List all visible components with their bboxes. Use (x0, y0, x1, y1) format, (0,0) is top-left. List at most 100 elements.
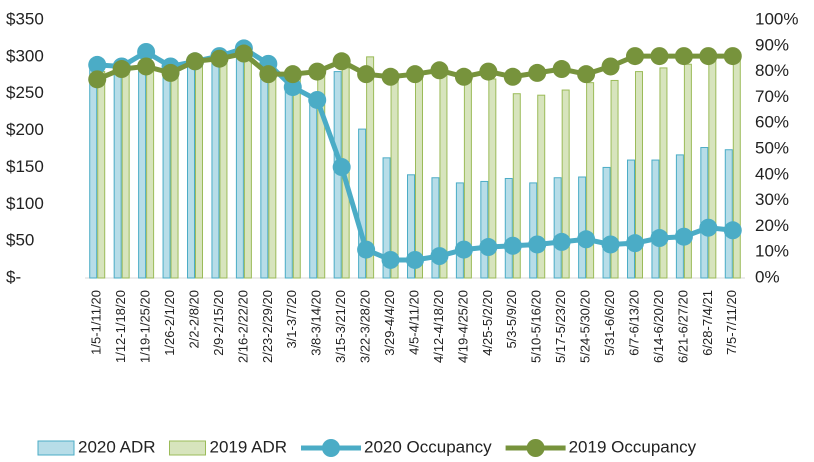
legend-label: 2020 Occupancy (364, 437, 492, 456)
x-tick-label: 2/16-2/22/20 (235, 290, 250, 363)
marker (699, 218, 718, 237)
marker (528, 235, 547, 254)
x-tick-label: 3/15-3/21/20 (333, 290, 348, 363)
x-tick-label: 3/8-3/14/20 (309, 290, 324, 356)
legend-swatch (37, 440, 75, 456)
bar (659, 67, 668, 279)
bar (651, 159, 660, 279)
marker (406, 250, 424, 269)
x-tick-label: 2/9-2/15/20 (211, 290, 226, 356)
x-tick-label: 2/23-2/29/20 (260, 290, 275, 363)
y-tick-label: $100 (6, 194, 44, 213)
bar (366, 56, 375, 279)
x-tick-label: 3/22-3/28/20 (358, 290, 373, 363)
y-tick-label: $200 (6, 120, 44, 139)
marker (137, 42, 156, 61)
marker (626, 234, 644, 253)
bar (268, 63, 277, 279)
x-tick-label: 5/24-5/30/20 (578, 290, 593, 363)
marker (552, 232, 571, 251)
bar (578, 176, 587, 279)
bar (675, 154, 684, 279)
bar (390, 74, 399, 279)
marker (528, 63, 547, 82)
y-tick-label: $350 (6, 9, 44, 28)
bar (586, 82, 595, 279)
marker (674, 227, 693, 246)
bar (235, 52, 244, 279)
bar (121, 67, 130, 279)
bar (309, 100, 318, 279)
legend-swatch (526, 439, 545, 457)
bar (683, 63, 692, 279)
x-tick-label: 1/26-2/1/20 (162, 290, 177, 356)
bar (170, 67, 179, 279)
bar (480, 180, 489, 279)
marker (357, 65, 376, 84)
legend-label: 2019 ADR (210, 437, 288, 456)
bar (561, 89, 570, 279)
marker (430, 61, 449, 80)
marker (601, 57, 620, 76)
legend-swatch (322, 439, 340, 457)
x-tick-label: 2/2-2/8/20 (186, 290, 201, 349)
x-tick-label: 4/19-4/25/20 (455, 290, 470, 363)
bar (260, 71, 269, 279)
y2-tick-label: 0% (755, 267, 780, 286)
x-tick-label: 7/5-7/11/20 (724, 290, 739, 355)
x-tick-label: 1/12-1/18/20 (113, 290, 128, 363)
x-tick-label: 3/1-3/7/20 (284, 290, 299, 349)
bar (610, 79, 619, 279)
marker (357, 240, 376, 259)
x-tick-label: 5/17-5/23/20 (553, 290, 568, 363)
marker (283, 78, 302, 97)
marker (454, 240, 473, 259)
marker (332, 52, 351, 71)
marker (650, 229, 669, 248)
x-tick-label: 1/19-1/25/20 (138, 290, 153, 363)
bar (700, 147, 709, 279)
y-tick-label: $50 (6, 231, 34, 250)
marker (259, 65, 278, 84)
marker (88, 55, 107, 74)
y-tick-label: $- (6, 267, 21, 286)
marker (112, 60, 131, 79)
marker (479, 238, 498, 257)
bar (284, 89, 293, 279)
bar (243, 56, 252, 279)
x-tick-label: 6/28-7/4/21 (700, 290, 715, 356)
marker (577, 230, 596, 249)
bar (708, 60, 717, 279)
x-tick-label: 6/14-6/20/20 (651, 290, 666, 363)
marker (332, 158, 351, 177)
bar (504, 177, 513, 279)
bar (635, 71, 643, 279)
marker (503, 67, 522, 86)
bar (89, 67, 98, 279)
marker (674, 47, 693, 66)
y-tick-label: $150 (6, 157, 44, 176)
bar (211, 56, 220, 279)
x-tick-label: 4/25-5/2/20 (480, 290, 495, 356)
marker (308, 62, 327, 81)
marker (161, 63, 180, 82)
bar (187, 63, 195, 279)
bar (358, 128, 367, 279)
x-tick-label: 3/29-4/4/20 (382, 290, 397, 356)
marker (283, 65, 302, 84)
x-tick-label: 5/31-6/6/20 (602, 290, 617, 356)
marker (381, 250, 400, 269)
x-tick-label: 4/5-4/11/20 (406, 290, 421, 355)
bar (292, 71, 301, 279)
bar (113, 67, 122, 279)
x-tick-label: 6/21-6/27/20 (675, 290, 690, 363)
marker (210, 49, 229, 68)
marker (577, 65, 596, 84)
bar (407, 174, 415, 279)
marker (430, 247, 449, 266)
marker (406, 65, 424, 84)
bar (732, 60, 741, 279)
marker (699, 47, 718, 66)
x-tick-label: 1/5-1/11/20 (89, 290, 104, 355)
bar (219, 56, 228, 279)
